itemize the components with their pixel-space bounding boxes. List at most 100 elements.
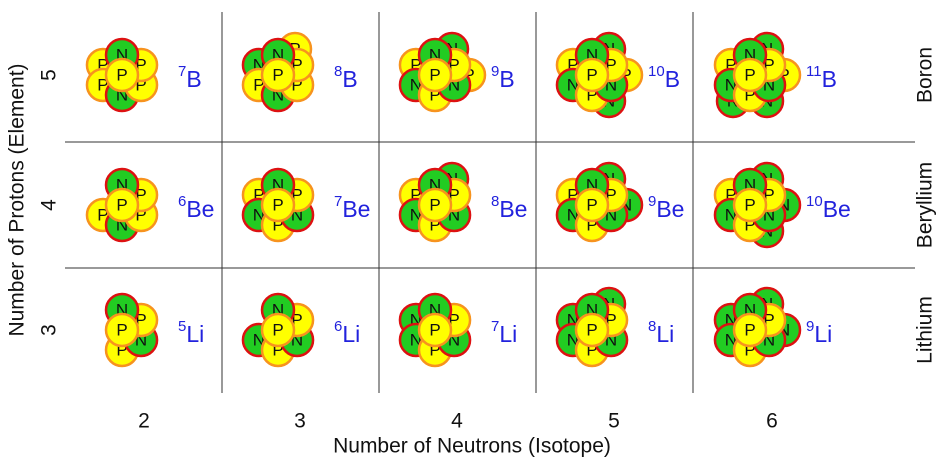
element-symbol: Be [823, 196, 851, 222]
element-symbol: B [186, 66, 201, 92]
column-label: 4 [451, 410, 463, 433]
nucleon-label: P [725, 55, 736, 74]
nucleon-label: P [253, 185, 264, 204]
element-symbol: Be [656, 196, 684, 222]
nucleon-label: P [586, 195, 597, 214]
nucleon-label: P [586, 65, 597, 84]
nucleon-label: P [291, 185, 302, 204]
nucleon-label: P [272, 215, 283, 234]
mass-number: 7 [334, 193, 342, 210]
proton [732, 187, 768, 223]
mass-number: 5 [178, 318, 186, 335]
mass-number: 9 [491, 63, 499, 80]
proton [104, 312, 140, 348]
element-symbol: B [499, 66, 514, 92]
grid [65, 12, 915, 393]
nucleon-label: P [410, 55, 421, 74]
mass-number: 9 [648, 193, 656, 210]
isotope-label: 5Li [178, 318, 204, 347]
nucleon-label: P [116, 195, 127, 214]
nucleus: NNNNPNPNP [713, 286, 802, 368]
nucleon-label: P [410, 185, 421, 204]
mass-number: 10 [806, 193, 823, 210]
mass-number: 11 [806, 63, 822, 80]
nucleon-label: P [744, 340, 755, 359]
mass-number: 9 [806, 318, 814, 335]
proton [732, 57, 768, 93]
nucleus: NNPNPNPNP [555, 161, 644, 243]
nucleon-label: P [586, 85, 597, 104]
isotope-label: 7B [178, 63, 202, 92]
mass-number: 10 [648, 63, 665, 80]
column-label: 6 [766, 410, 778, 433]
proton [732, 312, 768, 348]
nucleus: NPNPNPNPNP [555, 31, 644, 119]
proton [104, 187, 140, 223]
nucleus: PNPNPNPNP [398, 31, 487, 113]
element-symbol: Li [499, 321, 517, 347]
nucleus: PNPNPPNP [241, 31, 315, 113]
proton [104, 57, 140, 93]
element-symbol: Be [186, 196, 214, 222]
nucleon-label: P [448, 310, 459, 329]
isotope-label: 6Li [334, 318, 360, 347]
isotope-label: 10Be [806, 193, 851, 222]
nucleon-label: P [605, 185, 616, 204]
isotope-label: 7Be [334, 193, 370, 222]
nucleon-label: P [605, 310, 616, 329]
isotope-label: 8Li [648, 318, 674, 347]
nucleon-label: P [116, 320, 127, 339]
nucleon-label: P [272, 340, 283, 359]
proton [574, 57, 610, 93]
nucleon-label: P [291, 310, 302, 329]
nucleon-label: P [272, 320, 283, 339]
isotope-label: 9Li [806, 318, 832, 347]
nucleon-label: P [448, 55, 459, 74]
nucleon-label: P [135, 185, 146, 204]
nucleon-label: P [586, 215, 597, 234]
proton [574, 312, 610, 348]
proton [260, 57, 296, 93]
nucleon-label: P [763, 185, 774, 204]
element-symbol: Be [342, 196, 370, 222]
x-axis-label: Number of Neutrons (Isotope) [333, 435, 611, 458]
nucleon-label: P [763, 55, 774, 74]
nucleon-label: P [778, 65, 789, 84]
nucleon-label: P [429, 65, 440, 84]
nucleon-label: P [135, 205, 146, 224]
isotope-label: 11B [806, 63, 837, 92]
nucleus: NNNPNPNPNP [713, 161, 802, 249]
isotope-label: 9B [491, 63, 515, 92]
column-label: 2 [138, 410, 150, 433]
mass-number: 8 [491, 193, 499, 210]
nucleon-label: P [429, 320, 440, 339]
nucleon-label: P [97, 205, 108, 224]
nucleon-label: P [744, 65, 755, 84]
nucleon-label: P [620, 65, 631, 84]
column-label: 3 [294, 410, 306, 433]
element-symbol: Li [814, 321, 832, 347]
nucleon-label: P [429, 340, 440, 359]
element-symbol: B [665, 66, 680, 92]
nucleon-label: P [135, 310, 146, 329]
nucleon-label: P [429, 85, 440, 104]
nucleon-label: P [291, 75, 302, 94]
element-symbol: Li [342, 321, 360, 347]
y-axis-label: Number of Protons (Element) [6, 63, 29, 336]
element-symbol: B [822, 66, 837, 92]
proton [417, 187, 453, 223]
nucleon-label: P [272, 65, 283, 84]
nucleon-label: P [744, 85, 755, 104]
isotope-label: 10B [648, 63, 680, 92]
nucleon-label: P [567, 185, 578, 204]
element-name: Beryllium [914, 162, 937, 248]
nucleon-label: P [744, 320, 755, 339]
nucleon-label: P [586, 320, 597, 339]
